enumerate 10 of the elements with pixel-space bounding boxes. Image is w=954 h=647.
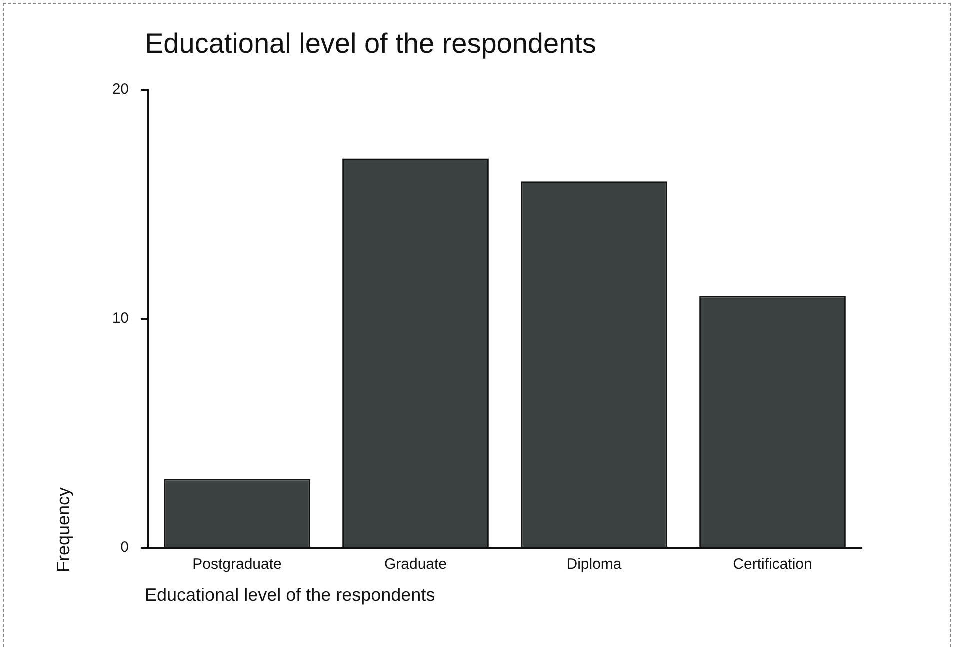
x-tick-label: Graduate — [384, 556, 448, 574]
y-tick-label: 10 — [112, 310, 129, 328]
y-axis-title: Frequency — [54, 487, 74, 573]
x-tick-label: Diploma — [566, 556, 622, 574]
x-tick-label: Certification — [733, 556, 812, 574]
y-tick-label: 0 — [120, 539, 129, 556]
chart-title: Educational level of the respondents — [145, 28, 596, 60]
y-tick-label: 20 — [112, 81, 129, 98]
x-axis-title: Educational level of the respondents — [145, 585, 436, 606]
x-tick-label: Postgraduate — [192, 556, 282, 574]
